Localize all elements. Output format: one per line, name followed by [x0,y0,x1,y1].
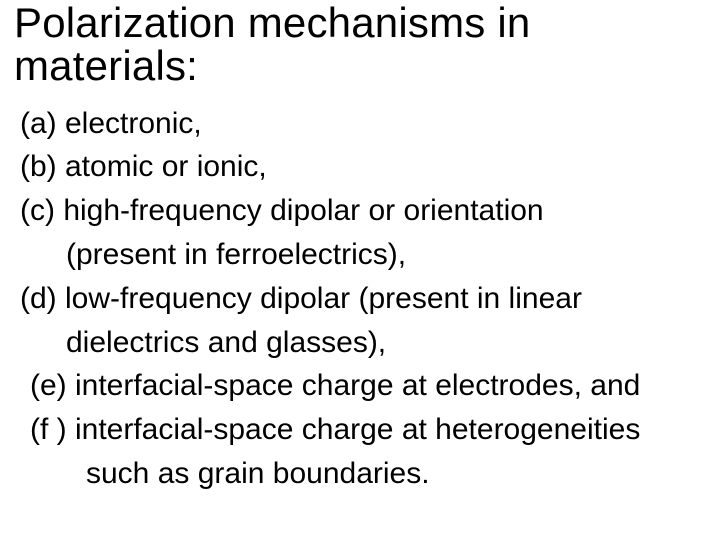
item-a: (a) electronic, [20,102,710,146]
item-f: (f ) interfacial-space charge at heterog… [30,408,710,452]
mechanisms-list: (a) electronic, (b) atomic or ionic, (c)… [20,102,710,496]
indented-group: (e) interfacial-space charge at electrod… [20,364,710,495]
slide: Polarization mechanisms in materials: (a… [0,2,720,540]
item-f-cont: such as grain boundaries. [30,452,710,496]
item-c: (c) high-frequency dipolar or orientatio… [20,189,710,233]
item-d: (d) low-frequency dipolar (present in li… [20,277,710,321]
item-d-cont: dielectrics and glasses), [20,321,710,365]
item-b: (b) atomic or ionic, [20,145,710,189]
slide-title: Polarization mechanisms in materials: [14,2,710,88]
item-c-cont: (present in ferroelectrics), [20,233,710,277]
item-e: (e) interfacial-space charge at electrod… [30,364,710,408]
